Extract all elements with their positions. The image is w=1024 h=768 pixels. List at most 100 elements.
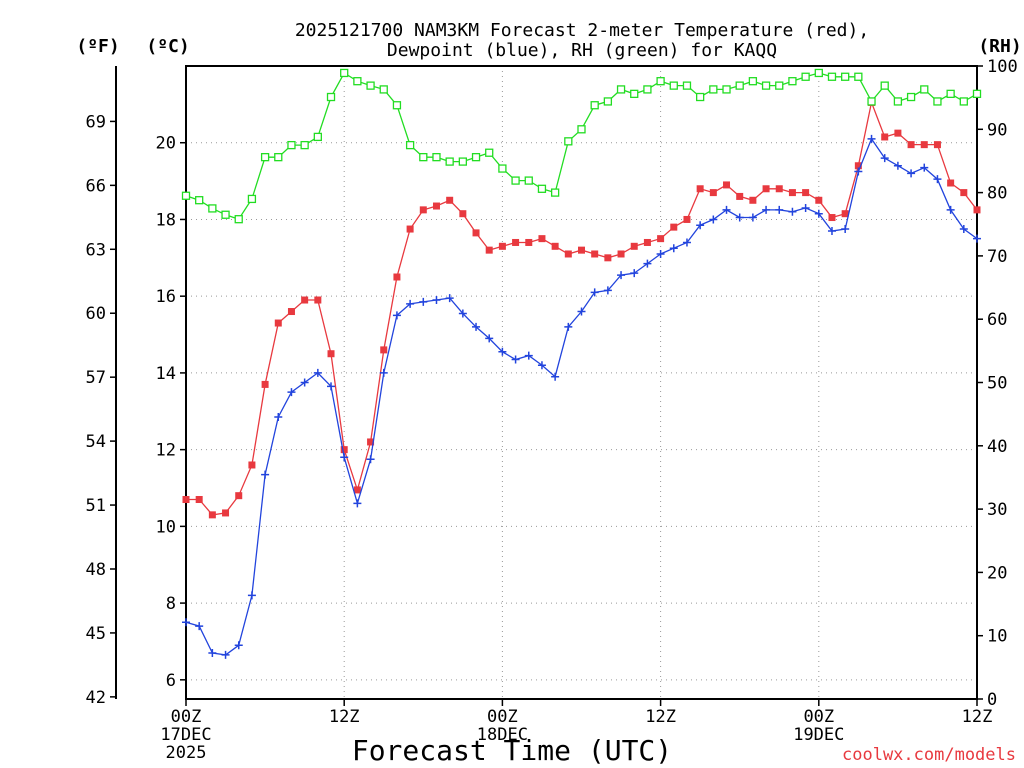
rh-point xyxy=(603,97,613,106)
temperature-point xyxy=(630,242,638,250)
dewpoint-point xyxy=(880,154,889,163)
fahrenheit-axis-label: (ºF) xyxy=(76,36,119,57)
temperature-point xyxy=(393,273,401,281)
dewpoint-point xyxy=(762,205,771,214)
rh-point xyxy=(590,101,599,110)
temperature-point xyxy=(894,129,902,137)
rh-point xyxy=(247,194,257,204)
dewpoint-point xyxy=(775,205,784,214)
rh-point xyxy=(682,81,692,90)
temperature-point xyxy=(736,192,744,200)
rh-point xyxy=(221,210,230,219)
temperature-point xyxy=(696,185,704,193)
temperature-point xyxy=(235,492,243,500)
temperature-point xyxy=(564,250,572,258)
x-axis-title: Forecast Time (UTC) xyxy=(352,734,672,767)
dewpoint-point xyxy=(511,355,520,364)
rh-point xyxy=(326,92,336,102)
temperature-point xyxy=(512,238,520,246)
dewpoint-point xyxy=(814,209,823,218)
rh-point xyxy=(234,215,243,224)
dewpoint-point xyxy=(208,648,217,657)
rh-point xyxy=(300,140,309,150)
celsius-tick-label: 10 xyxy=(156,517,176,537)
rh-point xyxy=(313,132,322,142)
temperature-point xyxy=(485,246,493,254)
dewpoint-point xyxy=(696,221,705,230)
dewpoint-point xyxy=(221,650,230,659)
rh-tick-label: 30 xyxy=(987,500,1007,520)
rh-point xyxy=(959,97,968,106)
rh-point xyxy=(972,89,982,99)
rh-point xyxy=(722,85,731,94)
temperature-point xyxy=(538,235,546,243)
temperature-point xyxy=(841,210,849,218)
temperature-point xyxy=(643,238,651,246)
temperature-point xyxy=(670,223,678,231)
celsius-tick-label: 8 xyxy=(166,594,176,614)
rh-point xyxy=(854,72,863,81)
rh-point xyxy=(260,153,270,162)
rh-point xyxy=(419,153,428,162)
rh-point xyxy=(392,101,402,110)
rh-point xyxy=(616,85,626,94)
dewpoint-point xyxy=(353,499,362,508)
rh-point xyxy=(643,85,652,94)
temperature-point xyxy=(947,179,955,187)
axes: 42 45 48 51 54 57 60 63 66 69 6 8 10 12 14 16 18 20 0 10 20 3… xyxy=(86,57,1018,763)
temperature-point xyxy=(788,189,796,197)
fahrenheit-tick-label: 51 xyxy=(86,496,106,516)
rh-tick-label: 0 xyxy=(987,690,997,710)
rh-point xyxy=(353,77,362,86)
x-tick-label: 17DEC xyxy=(160,725,211,745)
temperature-point xyxy=(920,141,928,149)
rh-point xyxy=(946,89,955,99)
temperature-point xyxy=(591,250,599,258)
dewpoint-point xyxy=(458,309,467,318)
dewpoint-point xyxy=(946,205,955,214)
temperature-point xyxy=(432,202,440,210)
x-tick-label: 2025 xyxy=(166,743,207,763)
dewpoint-point xyxy=(551,372,560,381)
temperature-point xyxy=(195,496,203,504)
rh-point xyxy=(511,176,520,185)
temperature-point xyxy=(960,189,968,197)
x-tick-label: 00Z xyxy=(487,707,518,727)
dewpoint-point xyxy=(643,259,652,268)
rh-point xyxy=(630,89,639,99)
fahrenheit-tick-label: 45 xyxy=(86,624,106,644)
rh-point xyxy=(920,85,929,94)
temperature-point xyxy=(459,210,467,218)
dewpoint-point xyxy=(801,203,810,212)
temperature-point xyxy=(380,346,388,354)
dewpoint-point xyxy=(893,161,902,170)
temperature-point xyxy=(314,296,322,304)
dewpoint-point xyxy=(617,271,626,280)
celsius-tick-label: 14 xyxy=(156,364,176,384)
rh-point xyxy=(564,137,573,146)
dewpoint-point xyxy=(669,244,678,253)
rh-point xyxy=(748,77,758,86)
rh-point xyxy=(893,97,903,106)
fahrenheit-tick-label: 60 xyxy=(86,304,106,324)
temperature-point xyxy=(498,242,506,250)
dewpoint-point xyxy=(327,382,336,391)
fahrenheit-tick-label: 48 xyxy=(86,560,106,580)
rh-axis-label: (RH) xyxy=(978,36,1021,57)
fahrenheit-tick-label: 69 xyxy=(86,112,106,132)
chart-title-line-1: 2025121700 NAM3KM Forecast 2-meter Tempe… xyxy=(295,20,869,41)
temperature-point xyxy=(419,206,427,214)
temperature-point xyxy=(617,250,625,258)
temperature-point xyxy=(248,461,256,469)
dewpoint-point xyxy=(920,163,929,172)
temperature-point xyxy=(802,189,810,197)
temperature-point xyxy=(604,254,612,262)
celsius-tick-label: 16 xyxy=(156,287,176,307)
rh-point xyxy=(379,85,388,94)
rh-tick-label: 50 xyxy=(987,374,1007,394)
temperature-point xyxy=(327,350,335,358)
rh-point xyxy=(195,196,204,205)
dewpoint-point xyxy=(287,388,296,397)
x-tick-label: 00Z xyxy=(803,707,834,727)
dewpoint-point xyxy=(366,455,375,464)
